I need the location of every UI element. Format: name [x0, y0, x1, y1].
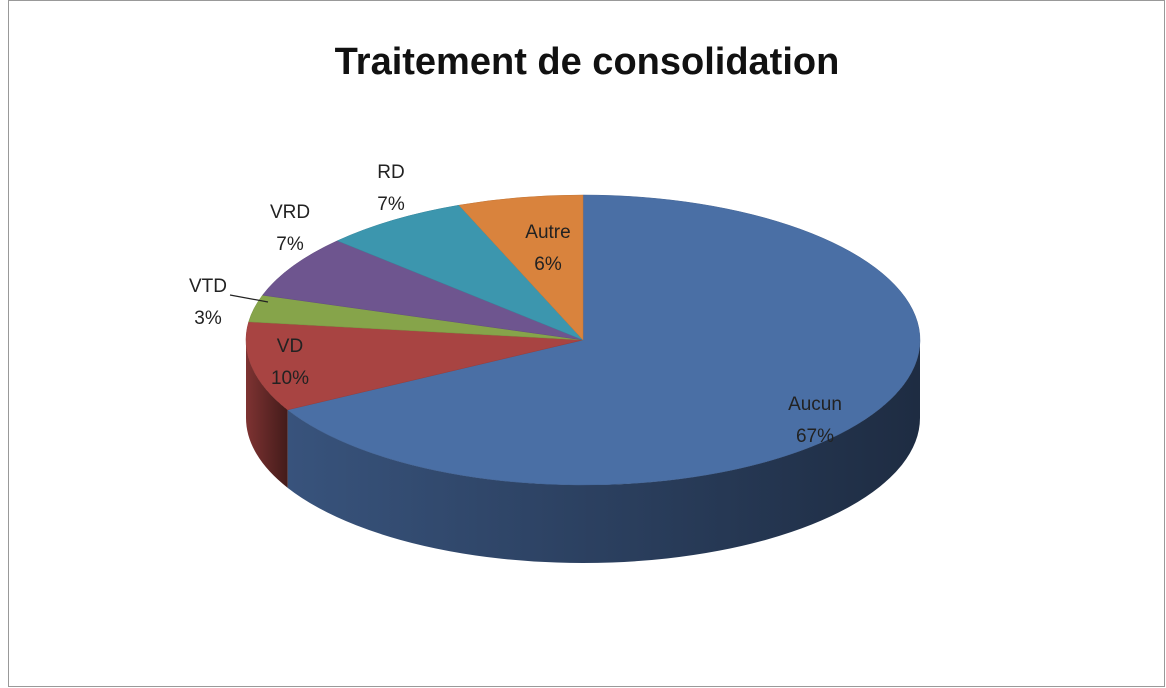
slice — [458, 194, 584, 341]
value-label: 6% — [534, 254, 562, 275]
data-label: RD 7% — [377, 162, 405, 215]
slice — [262, 240, 584, 341]
leader-line — [229, 294, 269, 303]
chart-title: Traitement de consolidation — [335, 41, 840, 83]
slice — [287, 194, 921, 486]
category-label: VTD — [189, 276, 227, 297]
value-label: 7% — [276, 234, 304, 255]
data-label: VTD 3% — [189, 276, 227, 329]
data-label: VRD 7% — [270, 202, 310, 255]
slice-side — [246, 340, 288, 488]
slice — [336, 204, 584, 341]
value-label: 67% — [796, 426, 834, 447]
category-label: Aucun — [788, 394, 842, 415]
category-label: RD — [377, 162, 404, 183]
labels: Aucun 67% VD 10% VTD 3% VRD 7% RD 7% Autre 6% — [189, 162, 842, 447]
category-label: VD — [277, 336, 303, 357]
slice-side — [287, 340, 920, 563]
data-label: Autre 6% — [525, 222, 570, 275]
pie-tops — [245, 194, 921, 486]
value-label: 10% — [271, 368, 309, 389]
category-label: Autre — [525, 222, 570, 243]
value-label: 3% — [194, 308, 222, 329]
category-label: VRD — [270, 202, 310, 223]
data-label: Aucun 67% — [788, 394, 842, 447]
pie-sides — [246, 340, 920, 563]
value-label: 7% — [377, 194, 405, 215]
slice — [245, 321, 584, 411]
data-label: VD 10% — [271, 336, 309, 389]
